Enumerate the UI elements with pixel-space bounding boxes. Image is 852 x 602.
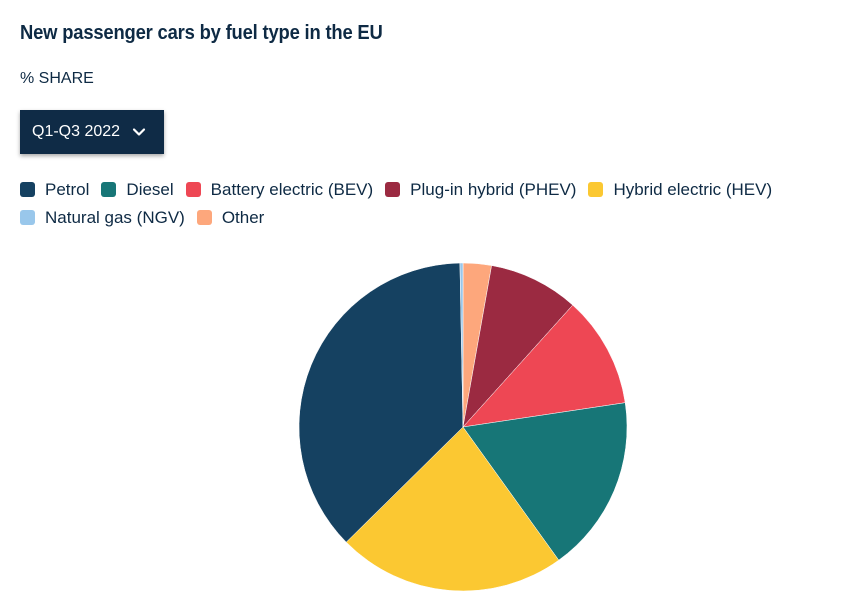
pie-slice-natural-gas-ngv[interactable] — [459, 262, 464, 428]
pie-slice-diesel[interactable] — [462, 402, 628, 561]
pie-slice-petrol[interactable] — [298, 262, 464, 543]
legend-item-diesel[interactable]: Diesel — [101, 179, 174, 200]
legend-label: Battery electric (BEV) — [210, 179, 374, 199]
pie-slice-plug-in-hybrid-phev[interactable] — [462, 265, 574, 428]
legend-swatch — [20, 182, 35, 197]
chart-legend: Petrol Diesel Battery electric (BEV) Plug-i… — [20, 179, 840, 228]
period-dropdown[interactable]: Q1-Q3 2022 — [20, 110, 164, 154]
legend-swatch — [185, 182, 201, 197]
legend-item-other[interactable]: Other — [196, 207, 265, 228]
legend-label: Hybrid electric (HEV) — [613, 179, 773, 199]
chart-title: New passenger cars by fuel type in the E… — [20, 22, 383, 44]
chevron-down-icon — [132, 128, 146, 136]
legend-item-battery-electric-bev[interactable]: Battery electric (BEV) — [185, 179, 374, 200]
legend-swatch — [588, 182, 604, 197]
legend-label: Natural gas (NGV) — [45, 207, 185, 227]
legend-item-petrol[interactable]: Petrol — [20, 179, 89, 200]
legend-label: Diesel — [126, 179, 174, 199]
pie-slice-hybrid-electric-hev[interactable] — [345, 426, 560, 592]
period-dropdown-label: Q1-Q3 2022 — [32, 123, 121, 140]
legend-item-hybrid-electric-hev[interactable]: Hybrid electric (HEV) — [588, 179, 772, 200]
legend-label: Other — [221, 207, 265, 227]
legend-item-plug-in-hybrid-phev[interactable]: Plug-in hybrid (PHEV) — [385, 179, 576, 200]
legend-label: Plug-in hybrid (PHEV) — [410, 179, 577, 199]
pie-slice-battery-electric-bev[interactable] — [462, 304, 626, 428]
legend-swatch — [20, 210, 35, 225]
chart-subtitle: % SHARE — [20, 70, 94, 87]
legend-swatch — [196, 210, 212, 225]
legend-item-natural-gas-ngv[interactable]: Natural gas (NGV) — [20, 207, 185, 228]
legend-label: Petrol — [45, 179, 90, 199]
legend-swatch — [101, 182, 117, 197]
legend-swatch — [385, 182, 401, 197]
